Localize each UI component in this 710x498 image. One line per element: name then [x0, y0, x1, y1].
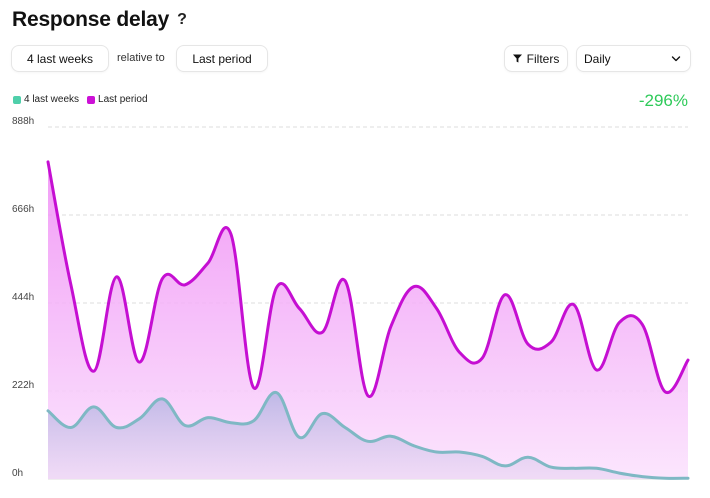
y-tick-label: 666h [12, 204, 34, 215]
y-tick-label: 222h [12, 380, 34, 391]
range-selector-button[interactable]: 4 last weeks [11, 45, 109, 72]
y-tick-label: 444h [12, 292, 34, 303]
filters-button[interactable]: Filters [504, 45, 568, 72]
y-tick-label: 0h [12, 468, 23, 479]
compare-period-button[interactable]: Last period [176, 45, 268, 72]
chart-legend: 4 last weeks Last period [13, 94, 156, 105]
legend-swatch-previous [87, 95, 96, 104]
legend-item-previous[interactable]: Last period [87, 94, 148, 105]
legend-item-current[interactable]: 4 last weeks [13, 94, 79, 105]
response-delay-chart: 0h 222h 444h 666h 888h [12, 116, 690, 480]
legend-swatch-current [13, 95, 21, 104]
series-line-current[interactable] [46, 391, 690, 480]
granularity-dropdown[interactable]: Daily [576, 45, 691, 72]
filters-label: Filters [526, 51, 560, 66]
controls-bar: 4 last weeks relative to Last period Fil… [11, 45, 691, 72]
legend-label-current: 4 last weeks [24, 94, 80, 105]
legend-label-previous: Last period [98, 94, 148, 105]
page-title: Response delay [12, 8, 170, 31]
change-percentage: -296% [638, 91, 688, 110]
relative-to-label: relative to [117, 52, 165, 64]
series-area-previous [48, 161, 688, 479]
y-tick-label: 888h [12, 116, 34, 127]
chart-series [46, 160, 690, 480]
y-axis: 0h 222h 444h 666h 888h [12, 116, 34, 479]
series-line-previous[interactable] [46, 160, 690, 398]
help-icon[interactable]: ? [177, 11, 187, 28]
filter-icon [512, 54, 522, 63]
chevron-down-icon [671, 55, 681, 61]
granularity-value: Daily [584, 51, 611, 66]
page-header: Response delay ? [12, 8, 187, 32]
